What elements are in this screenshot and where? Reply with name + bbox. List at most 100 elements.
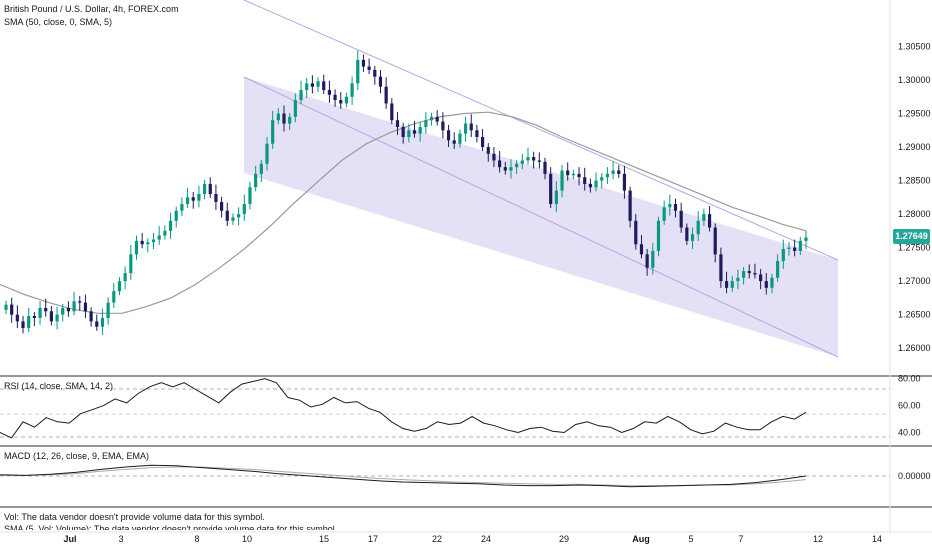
candle-body[interactable] <box>220 202 224 211</box>
symbol-title[interactable]: British Pound / U.S. Dollar, 4h, FOREX.c… <box>4 4 179 14</box>
candle-body[interactable] <box>770 277 774 288</box>
candle-body[interactable] <box>344 96 349 104</box>
candle-body[interactable] <box>4 304 8 310</box>
candle-body[interactable] <box>628 190 632 221</box>
candle-body[interactable] <box>452 140 456 144</box>
candle-body[interactable] <box>656 220 661 251</box>
candle-body[interactable] <box>673 204 678 211</box>
candle-body[interactable] <box>66 307 71 312</box>
candle-body[interactable] <box>492 153 496 161</box>
candle-body[interactable] <box>804 237 808 241</box>
candle-body[interactable] <box>282 113 286 124</box>
candle-body[interactable] <box>168 220 173 231</box>
candle-body[interactable] <box>293 100 297 117</box>
candle-body[interactable] <box>469 123 473 131</box>
candle-body[interactable] <box>736 277 740 282</box>
candle-body[interactable] <box>15 314 19 322</box>
candle-body[interactable] <box>339 100 343 104</box>
candle-body[interactable] <box>583 177 587 184</box>
candle-body[interactable] <box>679 210 683 228</box>
candle-body[interactable] <box>390 103 394 121</box>
candle-body[interactable] <box>123 273 127 282</box>
candle-body[interactable] <box>503 167 507 171</box>
candle-body[interactable] <box>787 247 791 249</box>
candle-body[interactable] <box>741 271 746 278</box>
candle-body[interactable] <box>208 183 212 194</box>
candle-body[interactable] <box>322 81 326 91</box>
candle-body[interactable] <box>378 76 383 87</box>
candle-body[interactable] <box>95 321 99 327</box>
candle-body[interactable] <box>117 281 122 292</box>
candle-body[interactable] <box>89 311 93 322</box>
candle-body[interactable] <box>185 197 190 205</box>
candle-body[interactable] <box>685 227 689 241</box>
candle-body[interactable] <box>367 66 371 70</box>
candle-body[interactable] <box>83 302 88 312</box>
candle-body[interactable] <box>719 254 723 282</box>
candle-body[interactable] <box>288 116 292 124</box>
candle-body[interactable] <box>594 180 598 188</box>
candle-body[interactable] <box>730 281 734 288</box>
candle-body[interactable] <box>560 170 564 191</box>
candle-body[interactable] <box>271 120 275 144</box>
candle-body[interactable] <box>549 173 553 205</box>
candle-body[interactable] <box>588 183 592 188</box>
candle-body[interactable] <box>412 130 417 134</box>
candle-body[interactable] <box>554 190 558 205</box>
candle-body[interactable] <box>753 273 757 275</box>
candle-body[interactable] <box>191 197 195 201</box>
candle-body[interactable] <box>498 160 502 168</box>
candle-body[interactable] <box>645 254 649 268</box>
candle-body[interactable] <box>702 214 706 221</box>
candle-body[interactable] <box>776 261 780 278</box>
candle-body[interactable] <box>566 170 570 176</box>
candle-body[interactable] <box>696 220 700 235</box>
candle-body[interactable] <box>577 173 581 178</box>
candle-body[interactable] <box>72 301 76 312</box>
candle-body[interactable] <box>463 123 468 134</box>
candle-body[interactable] <box>446 130 451 141</box>
candle-body[interactable] <box>401 126 405 137</box>
candle-body[interactable] <box>441 121 445 131</box>
candle-body[interactable] <box>78 301 82 303</box>
candle-body[interactable] <box>356 59 360 84</box>
candle-body[interactable] <box>605 173 610 178</box>
candle-body[interactable] <box>764 281 768 288</box>
candle-body[interactable] <box>639 244 644 255</box>
candle-body[interactable] <box>327 90 332 95</box>
candle-body[interactable] <box>265 143 269 164</box>
candle-body[interactable] <box>543 161 547 174</box>
candle-body[interactable] <box>350 83 354 97</box>
candle-body[interactable] <box>61 307 65 315</box>
candle-body[interactable] <box>611 170 615 174</box>
candle-body[interactable] <box>106 302 110 319</box>
candle-body[interactable] <box>32 315 36 319</box>
candle-body[interactable] <box>38 307 42 319</box>
candle-body[interactable] <box>316 81 320 87</box>
sma-legend[interactable]: SMA (50, close, 0, SMA, 5) <box>4 17 113 27</box>
candle-body[interactable] <box>520 160 524 164</box>
macd-legend[interactable]: MACD (12, 26, close, 9, EMA, EMA) <box>4 451 150 461</box>
candle-body[interactable] <box>237 214 241 218</box>
candle-body[interactable] <box>622 173 627 191</box>
candle-body[interactable] <box>600 177 604 181</box>
candle-body[interactable] <box>21 321 25 329</box>
candle-body[interactable] <box>361 59 366 67</box>
candle-body[interactable] <box>486 147 490 154</box>
candle-body[interactable] <box>690 234 695 241</box>
candle-body[interactable] <box>254 173 258 188</box>
candle-body[interactable] <box>668 204 672 208</box>
candle-body[interactable] <box>299 90 303 101</box>
candle-body[interactable] <box>163 230 167 236</box>
candle-body[interactable] <box>509 167 513 171</box>
channel-upper-line[interactable] <box>243 0 839 261</box>
candle-body[interactable] <box>100 318 105 327</box>
candle-body[interactable] <box>458 133 462 144</box>
candle-body[interactable] <box>759 274 763 282</box>
candle-body[interactable] <box>44 307 48 312</box>
candle-body[interactable] <box>202 183 207 194</box>
candle-body[interactable] <box>214 193 218 203</box>
candle-body[interactable] <box>180 204 184 211</box>
candle-body[interactable] <box>197 193 201 201</box>
